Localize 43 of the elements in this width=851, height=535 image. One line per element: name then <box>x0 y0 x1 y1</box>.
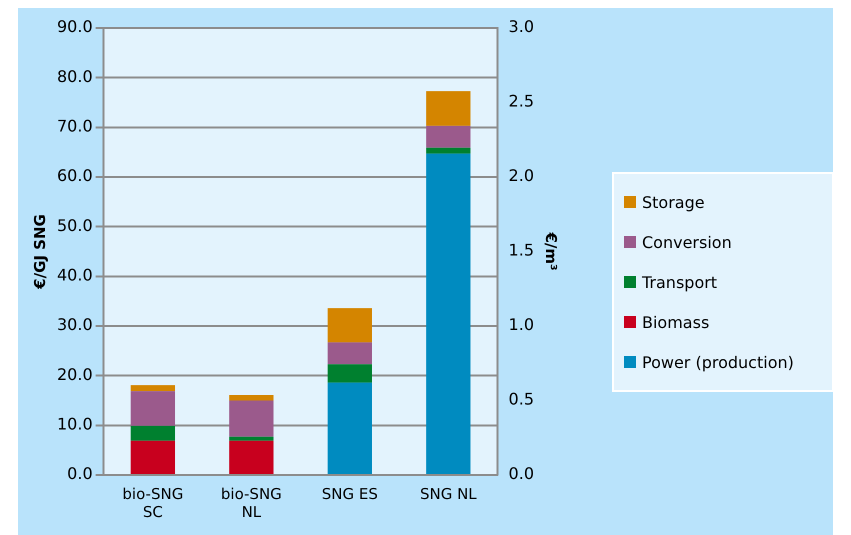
bar <box>328 364 372 383</box>
bar <box>130 426 176 441</box>
bar <box>328 382 372 474</box>
bar <box>426 154 470 474</box>
y2-tick-label: 0.5 <box>508 390 534 409</box>
y-tick-label: 40.0 <box>57 265 93 284</box>
x-tick-label: SNG NL <box>420 484 478 503</box>
y-tick-label: 0.0 <box>67 464 93 484</box>
y2-tick-label: 3.0 <box>508 17 534 36</box>
legend-label: Transport <box>642 272 718 292</box>
y-tick-label: 30.0 <box>57 315 93 334</box>
y2-tick-label: 0.0 <box>508 464 534 484</box>
bar <box>130 440 176 474</box>
y-tick-label: 90.0 <box>57 17 93 36</box>
legend-label: Power (production) <box>642 352 794 372</box>
y2-tick-label: 1.5 <box>508 240 534 260</box>
y2-tick-label: 2.0 <box>508 166 534 186</box>
legend-label: Storage <box>642 192 705 212</box>
bar <box>130 385 176 392</box>
bar <box>426 126 470 148</box>
legend-label: Biomass <box>642 312 710 332</box>
y-axis-title: €/GJ SNG <box>30 214 49 290</box>
x-tick-label: bio-SNG SC <box>122 484 184 521</box>
y-tick-label: 70.0 <box>57 116 93 136</box>
bar <box>426 148 470 154</box>
bar <box>328 308 372 342</box>
x-tick-label: bio-SNG NL <box>220 484 282 521</box>
bar <box>229 395 274 400</box>
bar <box>328 342 372 364</box>
x-tick-label: SNG ES <box>322 484 378 503</box>
y2-tick-label: 1.0 <box>508 315 534 334</box>
y2-tick-label: 2.5 <box>508 92 534 111</box>
y-tick-label: 60.0 <box>57 166 93 186</box>
bar <box>426 91 470 126</box>
bar <box>229 440 274 474</box>
y-tick-label: 10.0 <box>57 414 93 434</box>
y-tick-label: 50.0 <box>57 216 93 235</box>
bar <box>130 391 176 426</box>
bar <box>229 400 274 437</box>
y-tick-label: 20.0 <box>57 364 93 384</box>
legend-label: Conversion <box>642 232 732 252</box>
y-tick-label: 80.0 <box>57 66 93 86</box>
y2-axis-title: €/m³ <box>542 231 560 271</box>
